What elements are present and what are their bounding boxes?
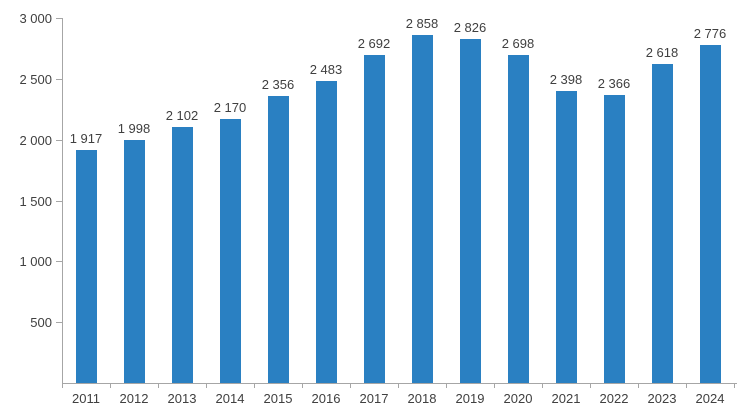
y-tick	[56, 201, 62, 202]
x-tick-label: 2023	[647, 391, 677, 406]
x-tick-label: 2018	[407, 391, 437, 406]
bar-value-label: 2 366	[597, 76, 631, 91]
bar-value-label: 1 998	[117, 121, 151, 136]
bar-value-label: 2 698	[501, 36, 535, 51]
bar	[460, 39, 481, 383]
x-tick	[110, 384, 111, 388]
bar-value-label: 2 356	[261, 77, 295, 92]
x-tick-label: 2020	[503, 391, 533, 406]
y-tick	[56, 322, 62, 323]
y-tick-label: 2 500	[19, 72, 52, 87]
bar	[124, 140, 145, 383]
bar	[316, 81, 337, 383]
x-tick-label: 2024	[695, 391, 725, 406]
x-tick	[686, 384, 687, 388]
x-tick-label: 2022	[599, 391, 629, 406]
x-tick	[734, 384, 735, 388]
x-tick-label: 2014	[215, 391, 245, 406]
x-tick	[302, 384, 303, 388]
bar	[364, 55, 385, 383]
y-tick-label: 1 000	[19, 254, 52, 269]
bar-value-label: 2 858	[405, 16, 439, 31]
x-tick-label: 2011	[72, 391, 100, 406]
y-tick	[56, 18, 62, 19]
bar-value-label: 2 776	[693, 26, 727, 41]
x-tick-label: 2015	[263, 391, 293, 406]
bar	[220, 119, 241, 383]
x-tick-label: 2013	[167, 391, 197, 406]
y-axis-line	[62, 18, 63, 383]
x-axis-line	[62, 383, 737, 384]
bar-value-label: 2 398	[549, 72, 583, 87]
y-tick	[56, 79, 62, 80]
x-tick-label: 2012	[119, 391, 149, 406]
x-tick	[398, 384, 399, 388]
bar-value-label: 2 692	[357, 36, 391, 51]
bar-value-label: 1 917	[69, 131, 103, 146]
y-tick-label: 500	[30, 315, 52, 330]
bar	[700, 45, 721, 383]
bar	[556, 91, 577, 383]
bar-value-label: 2 102	[165, 108, 199, 123]
x-tick	[494, 384, 495, 388]
bar	[76, 150, 97, 383]
bar-value-label: 2 618	[645, 45, 679, 60]
y-tick	[56, 261, 62, 262]
y-tick-label: 2 000	[19, 133, 52, 148]
y-tick	[56, 140, 62, 141]
bar-value-label: 2 170	[213, 100, 247, 115]
x-tick-label: 2019	[455, 391, 485, 406]
bar	[268, 96, 289, 383]
x-tick-label: 2016	[311, 391, 341, 406]
bar	[172, 127, 193, 383]
x-tick	[158, 384, 159, 388]
bar	[652, 64, 673, 383]
y-tick-label: 3 000	[19, 11, 52, 26]
x-tick	[350, 384, 351, 388]
x-tick	[62, 384, 63, 388]
x-tick	[206, 384, 207, 388]
y-tick-label: 1 500	[19, 194, 52, 209]
x-tick	[254, 384, 255, 388]
x-tick	[446, 384, 447, 388]
x-tick	[542, 384, 543, 388]
bar	[508, 55, 529, 383]
x-tick	[638, 384, 639, 388]
bar-value-label: 2 826	[453, 20, 487, 35]
x-tick-label: 2017	[359, 391, 389, 406]
x-tick	[590, 384, 591, 388]
x-tick-label: 2021	[551, 391, 581, 406]
bar-value-label: 2 483	[309, 62, 343, 77]
bar	[604, 95, 625, 383]
bar	[412, 35, 433, 383]
